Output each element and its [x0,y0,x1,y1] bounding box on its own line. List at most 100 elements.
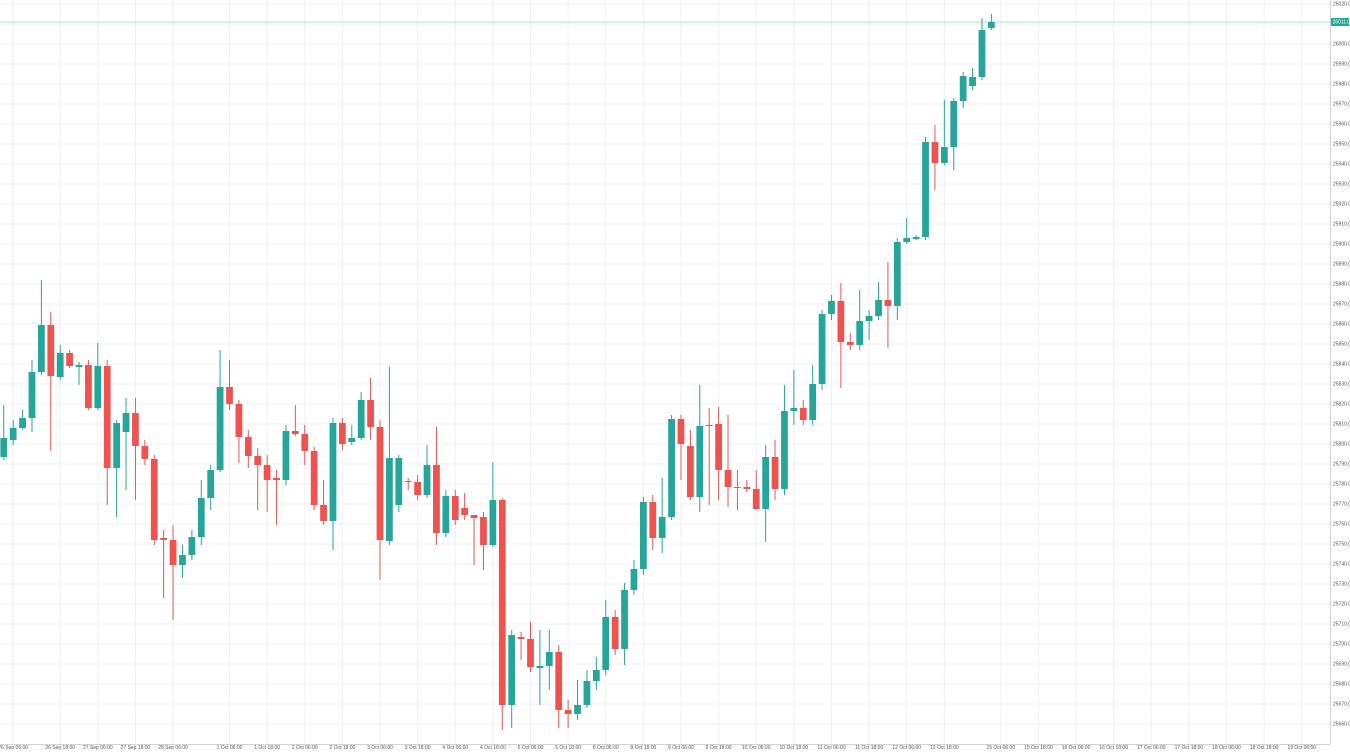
x-tick-label: 2 Oct 18:00 [329,745,355,751]
candle-body [113,423,121,468]
y-tick-label: 25800.00 [1333,441,1350,447]
candle-body [771,457,779,489]
x-tick-label: 1 Oct 18:00 [254,745,280,751]
y-tick-label: 25930.00 [1333,181,1350,187]
candle-body [338,423,346,444]
y-tick-label: 25810.00 [1333,421,1350,427]
y-tick-label: 25780.00 [1333,481,1350,487]
candle-body [837,301,845,342]
candle-body [959,76,967,101]
candle-body [310,451,318,505]
x-tick-label: 18 Oct 18:00 [1250,745,1279,751]
candle-body [226,387,233,404]
candle-body [527,639,534,667]
candle-body [254,456,262,465]
candle-body [762,457,770,509]
candle-body [132,413,139,446]
y-tick-label: 25870.00 [1333,301,1350,307]
y-tick-label: 25890.00 [1333,261,1350,267]
y-tick-label: 25700.00 [1333,641,1350,647]
candle-body [630,569,638,590]
candle-body [508,635,516,705]
candle-body [658,517,666,538]
candle-body [734,487,741,488]
candle-body [150,459,158,540]
last-price-label: 26011.00 [1333,19,1350,25]
candle-body [85,365,92,408]
candle-body [320,505,327,521]
candle-body [818,314,826,384]
y-tick-label: 25660.00 [1333,721,1350,727]
candle-body [376,427,384,540]
candle-body [94,366,102,408]
y-tick-label: 25770.00 [1333,501,1350,507]
y-tick-label: 25820.00 [1333,401,1350,407]
candle-body [621,590,628,649]
candle-body [75,365,83,367]
candle-body [715,424,722,470]
candle-body [282,431,290,480]
candle-body [978,30,986,77]
candle-body [442,496,450,533]
candle-body [244,437,252,456]
candle-body [395,458,403,505]
y-tick-label: 25680.00 [1333,681,1350,687]
candle-body [461,508,469,515]
candle-body [169,540,177,565]
x-tick-label: 9 Oct 06:00 [668,745,694,751]
candle-body [188,537,196,555]
candle-body [592,670,600,681]
candle-body [846,342,854,345]
x-tick-label: 19 Oct 06:00 [1287,745,1316,751]
y-tick-label: 26020.00 [1333,1,1350,7]
x-tick-label: 27 Sep 06:00 [83,745,113,751]
candle-body [545,652,553,666]
y-tick-label: 25830.00 [1333,381,1350,387]
candle-body [649,502,657,538]
candle-body [950,101,958,147]
y-tick-label: 26000.00 [1333,41,1350,47]
candle-body [263,465,271,480]
candle-body [291,431,299,434]
candle-body [677,419,685,444]
candle-body [179,555,186,565]
candle-body [160,538,168,540]
y-tick-label: 25760.00 [1333,521,1350,527]
candle-body [0,438,8,457]
y-tick-label: 25740.00 [1333,561,1350,567]
candle-body [357,400,365,438]
x-tick-label: 11 Oct 06:00 [817,745,845,751]
x-tick-label: 5 Oct 18:00 [555,745,581,751]
candle-body [489,500,497,545]
candle-body [583,681,591,705]
candle-body [856,321,864,345]
x-tick-label: 16 Oct 18:00 [1099,745,1128,751]
x-tick-label: 8 Oct 18:00 [630,745,656,751]
y-tick-label: 25950.00 [1333,141,1350,147]
y-tick-label: 25670.00 [1333,701,1350,707]
candle-body [828,301,835,314]
x-tick-label: 15 Oct 18:00 [1024,745,1053,751]
candle-body [893,242,901,306]
candle-body [912,237,920,239]
y-tick-label: 25880.00 [1333,281,1350,287]
candle-body [470,515,478,518]
candle-body [103,366,111,468]
candle-body [875,300,882,316]
x-tick-label: 1 Oct 06:00 [217,745,243,751]
candle-body [367,400,374,427]
candle-body [9,428,17,440]
candle-body [348,438,356,442]
candle-body [611,617,619,649]
candle-body [28,372,36,418]
candle-body [197,498,205,537]
y-tick-label: 25750.00 [1333,541,1350,547]
y-tick-label: 25940.00 [1333,161,1350,167]
x-tick-label: 8 Oct 06:00 [593,745,619,751]
y-tick-label: 25920.00 [1333,201,1350,207]
x-tick-label: 18 Oct 06:00 [1212,745,1241,751]
x-tick-label: 4 Oct 06:00 [442,745,468,751]
candle-body [931,142,939,163]
x-tick-label: 12 Oct 06:00 [892,745,921,751]
